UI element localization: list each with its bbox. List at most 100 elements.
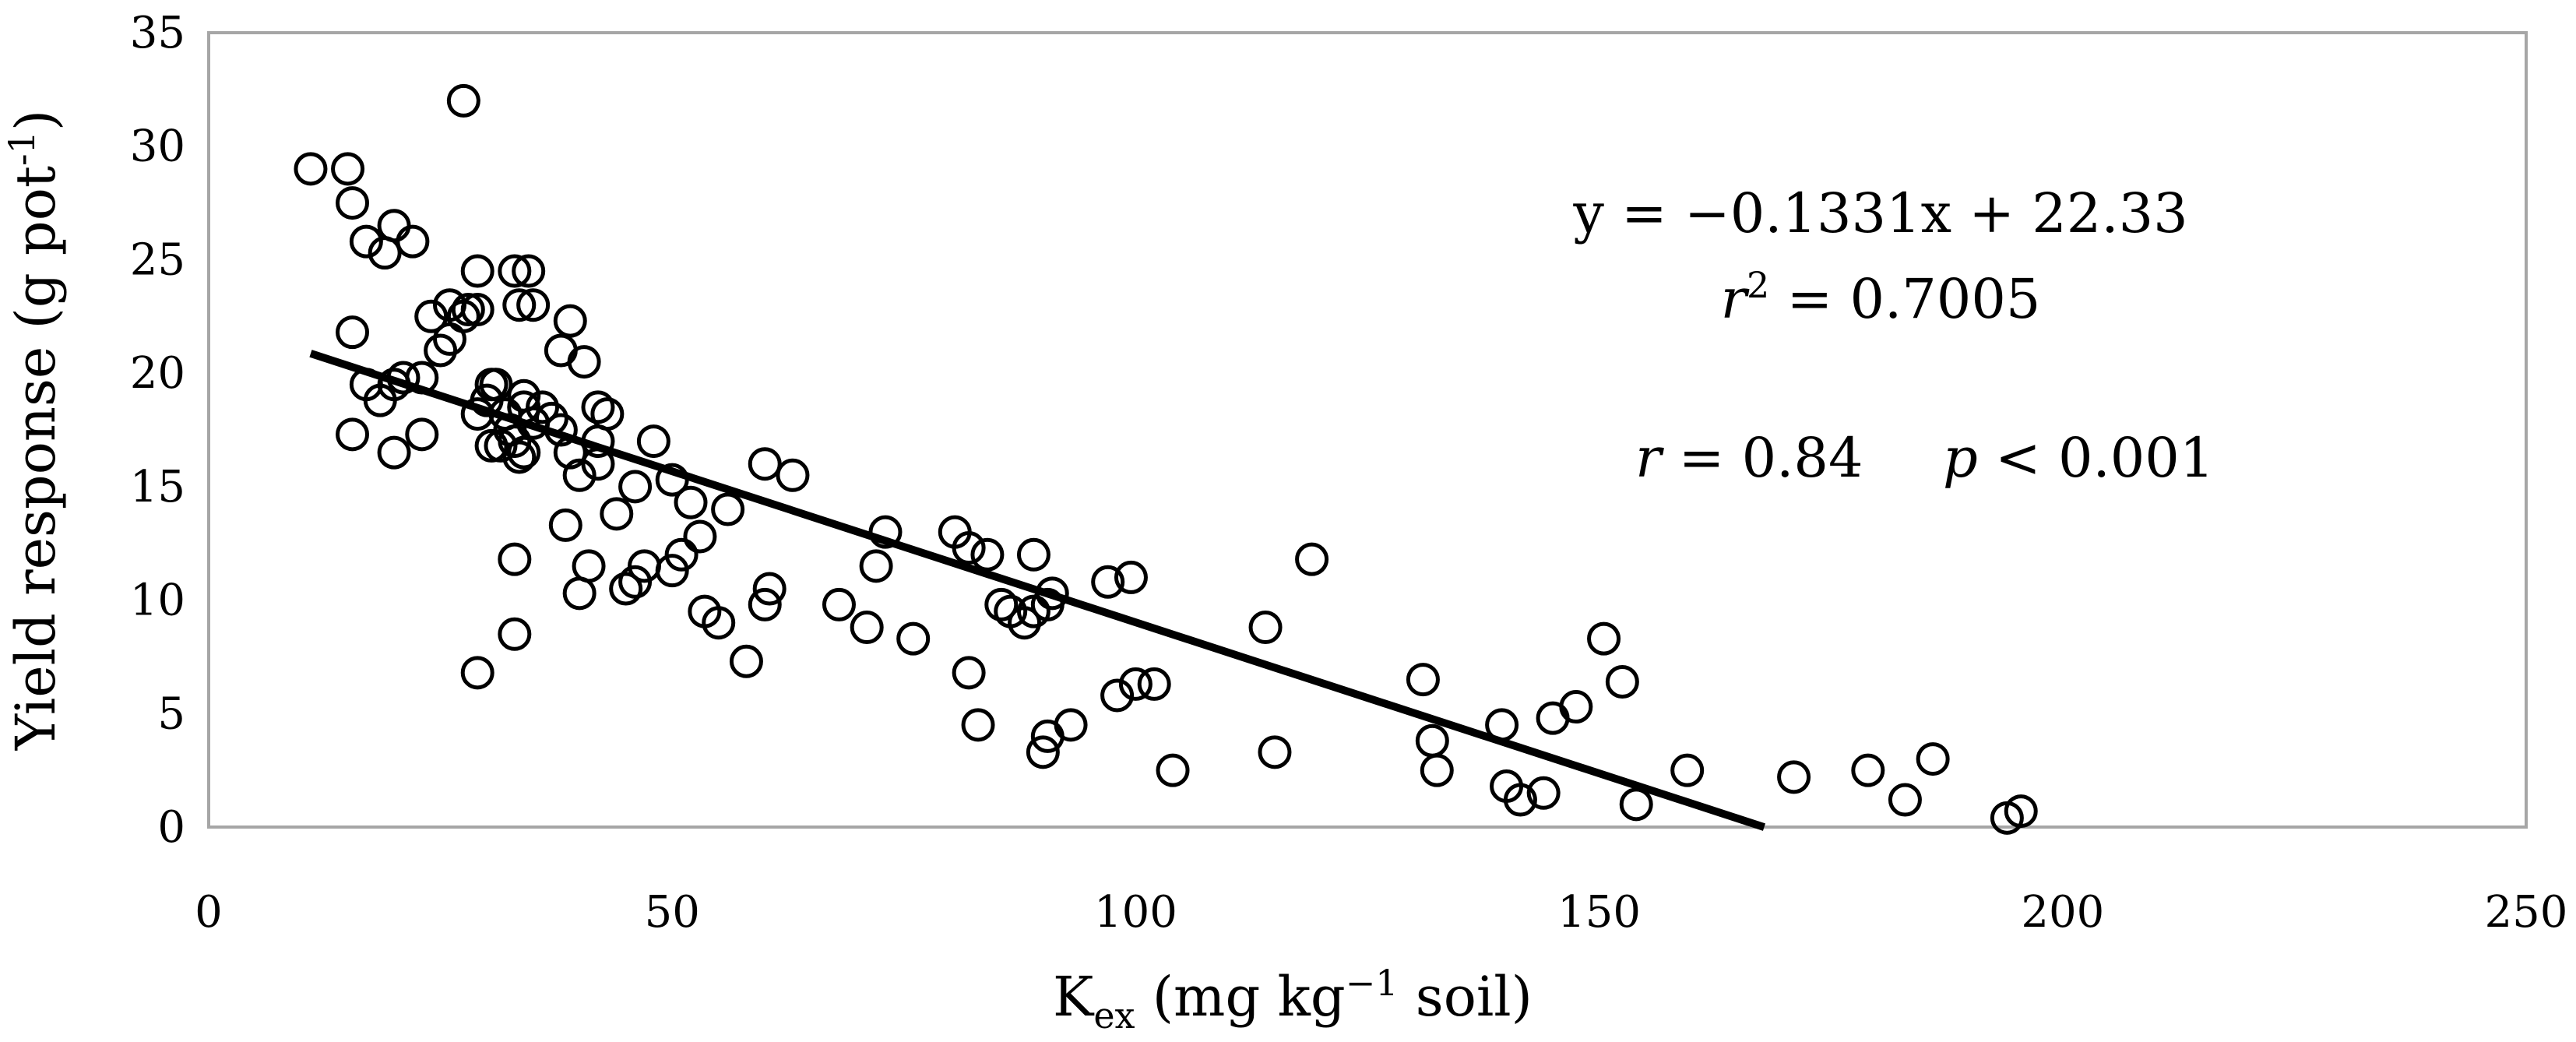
data-point: [512, 254, 546, 288]
data-point: [553, 435, 587, 470]
data-point: [1777, 760, 1811, 794]
data-point: [553, 304, 587, 338]
data-point: [1888, 783, 1922, 817]
data-point: [581, 424, 615, 459]
data-point: [1035, 576, 1069, 611]
data-point: [377, 435, 411, 470]
data-point: [664, 537, 699, 572]
data-point: [414, 299, 449, 333]
data-point: [498, 424, 532, 459]
data-point: [1619, 787, 1653, 822]
data-points: [294, 83, 2038, 835]
data-point: [386, 361, 421, 395]
data-point: [1156, 753, 1190, 787]
data-point: [590, 397, 625, 431]
y-tick-label: 10: [130, 576, 185, 626]
data-point: [952, 656, 986, 690]
r-squared-label: r2 = 0.7005: [1721, 264, 2041, 331]
data-point: [752, 572, 787, 606]
x-tick-label: 50: [645, 887, 700, 938]
data-point: [336, 315, 370, 350]
data-point: [336, 186, 370, 220]
data-point: [850, 611, 884, 645]
data-point: [451, 293, 485, 327]
x-tick-label: 0: [195, 887, 223, 938]
data-point: [1091, 565, 1125, 599]
data-point: [526, 390, 560, 424]
data-point: [1026, 735, 1060, 769]
data-point: [984, 587, 1019, 621]
data-point: [396, 224, 430, 259]
data-point: [479, 368, 513, 402]
data-point: [377, 209, 411, 243]
data-point: [618, 565, 653, 599]
data-point: [1670, 753, 1705, 787]
data-point: [609, 572, 643, 606]
data-point: [349, 224, 383, 259]
y-axis-title: Yield response (g pot-1): [1, 110, 68, 751]
x-tick-label: 150: [1557, 887, 1641, 938]
data-point: [618, 470, 653, 504]
x-tick-label: 200: [2021, 887, 2104, 938]
data-point: [484, 428, 518, 463]
data-point: [1605, 664, 1639, 699]
x-tick-label: 100: [1094, 887, 1177, 938]
data-point: [498, 254, 532, 288]
y-axis-ticks: 0 5 10 15 20 25 30 35: [130, 8, 185, 853]
data-point: [1100, 678, 1135, 713]
x-axis-ticks: 0 50 100 150 200 250: [195, 887, 2567, 938]
data-point: [1008, 606, 1042, 640]
data-point: [1503, 783, 1537, 817]
data-point: [1016, 537, 1050, 572]
data-point: [1137, 667, 1171, 701]
regression-equation: y = −0.1331x + 22.33: [1572, 181, 2187, 245]
x-tick-label: 250: [2485, 887, 2568, 938]
data-point: [460, 254, 494, 288]
data-point: [776, 458, 810, 492]
data-point: [567, 345, 601, 379]
data-point: [1406, 663, 1440, 697]
y-tick-label: 30: [130, 121, 185, 172]
data-point: [507, 435, 541, 470]
data-point: [636, 424, 670, 459]
y-tick-label: 35: [130, 8, 185, 58]
data-point: [970, 537, 1005, 572]
data-point: [548, 508, 582, 542]
data-point: [859, 549, 893, 583]
data-point: [446, 83, 480, 118]
p-value-label: p < 0.001: [1943, 426, 2214, 490]
data-point: [674, 485, 708, 519]
y-tick-label: 20: [130, 348, 185, 399]
data-point: [1485, 708, 1519, 742]
data-point: [581, 390, 615, 424]
data-point: [502, 288, 537, 322]
y-tick-label: 5: [157, 688, 185, 739]
data-point: [748, 587, 782, 621]
data-point: [405, 417, 439, 452]
data-point: [460, 656, 494, 690]
data-point: [1054, 708, 1088, 742]
data-point: [502, 440, 537, 474]
correlation-label: r = 0.84: [1635, 426, 1863, 490]
data-point: [600, 497, 634, 531]
data-point: [1851, 753, 1885, 787]
data-point: [1295, 542, 1329, 576]
y-tick-label: 25: [130, 234, 185, 285]
plot-frame: [207, 31, 2528, 829]
data-point: [1916, 742, 1950, 776]
data-point: [822, 587, 856, 621]
data-point: [1415, 723, 1449, 758]
data-point: [562, 458, 596, 492]
data-point: [498, 542, 532, 576]
data-point: [1114, 560, 1148, 594]
data-point: [711, 492, 745, 526]
y-tick-label: 0: [157, 802, 185, 853]
data-point: [961, 708, 995, 742]
y-tick-label: 15: [130, 462, 185, 512]
data-point: [534, 401, 568, 435]
data-point: [405, 361, 439, 395]
data-point: [1420, 753, 1454, 787]
data-point: [424, 333, 458, 368]
data-point: [498, 617, 532, 651]
